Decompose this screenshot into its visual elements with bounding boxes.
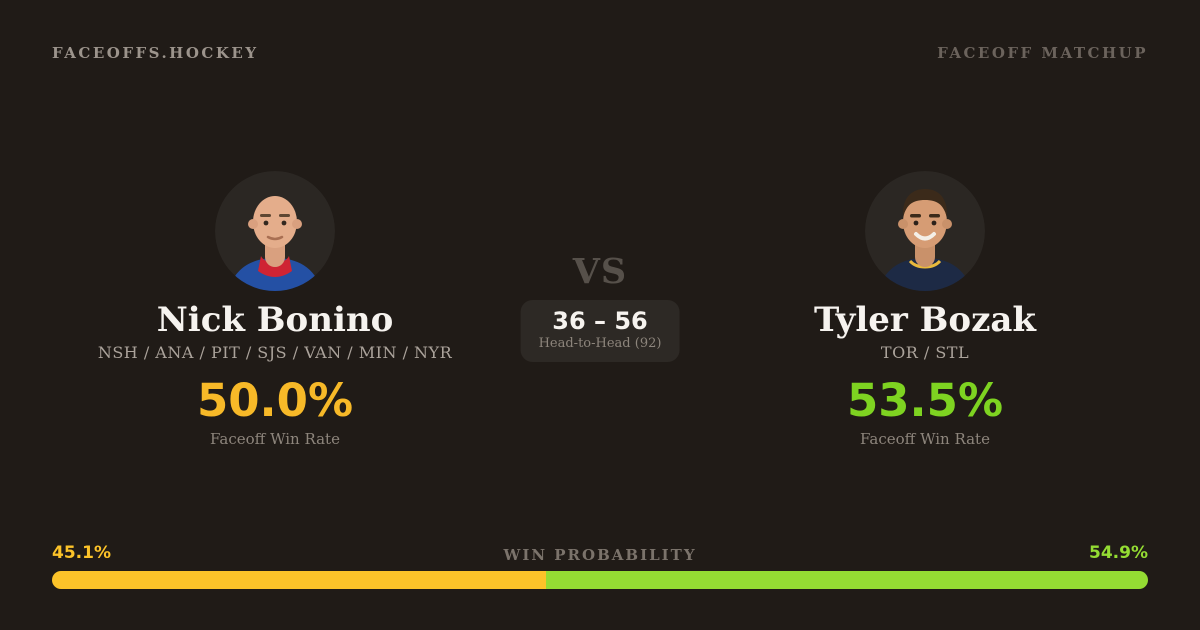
player-left-win-rate: 50.0% [196, 374, 354, 427]
player-left-stat-caption: Faceoff Win Rate [210, 430, 340, 448]
player-left-teams: NSH / ANA / PIT / SJS / VAN / MIN / NYR [97, 343, 453, 362]
player-right-teams: TOR / STL [880, 343, 970, 362]
head-to-head-caption: Head-to-Head (92) [538, 336, 662, 352]
matchup-center-column: VS 36 – 56 Head-to-Head (92) [450, 0, 750, 630]
win-probability-bar [52, 571, 1148, 589]
player-left-column: Nick Bonino NSH / ANA / PIT / SJS / VAN … [52, 0, 498, 630]
head-to-head-score: 36 – 56 [552, 307, 648, 335]
player-right-win-rate: 53.5% [846, 374, 1004, 427]
head-to-head-box: 36 – 56 Head-to-Head (92) [520, 300, 680, 362]
page-label: FACEOFF MATCHUP [937, 44, 1148, 62]
player-right-avatar [865, 171, 985, 291]
site-brand: FACEOFFS.HOCKEY [52, 44, 259, 62]
win-probability-title: WIN PROBABILITY [503, 546, 697, 564]
player-right-column: Tyler Bozak TOR / STL 53.5% Faceoff Win … [702, 0, 1148, 630]
vs-label: VS [572, 251, 628, 292]
player-right-name: Tyler Bozak [814, 300, 1036, 340]
win-probability-left-value: 45.1% [52, 543, 111, 563]
player-photo-left [215, 171, 335, 291]
win-bar-right-segment [546, 571, 1148, 589]
player-right-stat-caption: Faceoff Win Rate [860, 430, 990, 448]
player-left-name: Nick Bonino [156, 300, 394, 340]
player-photo-right [865, 171, 985, 291]
player-left-avatar [215, 171, 335, 291]
win-probability-right-value: 54.9% [1089, 543, 1148, 563]
win-bar-left-segment [52, 571, 547, 589]
